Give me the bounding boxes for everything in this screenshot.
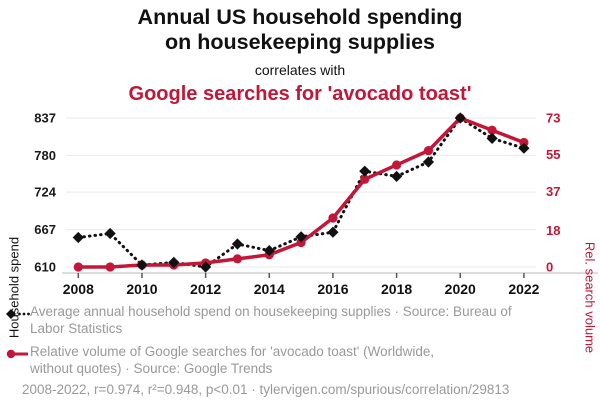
x-tick-label: 2014	[254, 281, 285, 297]
y-tick-label-right: 0	[546, 260, 553, 275]
chart-title-line1: Annual US household spending	[137, 5, 463, 29]
search-volume-marker	[487, 125, 497, 135]
chart-subtitle: correlates with	[254, 62, 346, 78]
legend-text-search-volume: Relative volume of Google searches for '…	[30, 344, 435, 376]
legend-item-search-volume: Relative volume of Google searches for '…	[6, 343, 594, 377]
household-spend-marker	[72, 231, 84, 244]
chart-red-title: Google searches for 'avocado toast'	[128, 83, 472, 105]
search-volume-marker	[296, 237, 306, 248]
household-spend-marker	[422, 156, 435, 168]
household-spend-marker	[200, 261, 212, 273]
household-spend-marker	[391, 170, 403, 183]
x-tick-label: 2008	[63, 281, 94, 297]
search-volume-marker	[360, 174, 370, 184]
plot-area: 2008 2010 2012 2014 2016 2018 2020 2022 610 667 72…	[0, 104, 600, 353]
footer-stats: 2008-2022, r=0.974, r²=0.948, p<0.01 · t…	[22, 382, 510, 397]
black-diamond-dotted-line-icon	[6, 307, 30, 325]
household-spend-marker	[263, 244, 275, 257]
chart-header: Annual US household spending on housekee…	[0, 5, 600, 106]
search-volume-marker	[73, 262, 83, 272]
y-tick-label-right: 18	[546, 223, 560, 238]
red-circle-solid-line-icon	[6, 347, 30, 365]
x-tick-label: 2016	[317, 281, 348, 297]
household-spend-marker	[231, 238, 244, 250]
search-volume-marker	[392, 160, 402, 170]
x-tick-label: 2012	[190, 281, 221, 297]
x-tick-label: 2022	[508, 281, 539, 297]
legend-item-household-spend: Average annual household spend on housek…	[6, 303, 594, 337]
household-spend-marker	[359, 165, 371, 177]
search-volume-marker	[423, 146, 434, 156]
x-tick-label: 2020	[445, 281, 476, 297]
search-volume-marker	[328, 213, 338, 223]
search-volume-marker	[105, 262, 115, 272]
y-tick-label-right: 55	[546, 147, 560, 162]
search-volume-marker	[519, 137, 529, 148]
y-tick-label-left: 837	[34, 111, 56, 126]
y-tick-label-right: 37	[546, 184, 560, 199]
household-spend-marker	[327, 226, 339, 238]
line-chart-svg: 2008 2010 2012 2014 2016 2018 2020 2022 610 667 72…	[34, 111, 598, 297]
y-tick-label-left: 667	[34, 222, 56, 237]
y-tick-label-left: 610	[34, 260, 56, 275]
household-spend-marker	[168, 256, 180, 269]
search-volume-marker	[232, 254, 243, 264]
y-tick-label-left: 724	[34, 185, 56, 200]
household-spend-marker	[486, 132, 498, 144]
chart-title-line2: on housekeeping supplies	[165, 30, 435, 54]
x-tick-label: 2010	[126, 281, 157, 297]
y-tick-label-left: 780	[34, 148, 56, 163]
chart-title: Annual US household spending on housekee…	[0, 5, 600, 55]
legend-text-household-spend: Average annual household spend on housek…	[30, 304, 512, 336]
legend: Average annual household spend on housek…	[6, 303, 594, 383]
x-tick-label: 2018	[381, 281, 412, 297]
household-spend-marker	[295, 231, 307, 243]
y-tick-label-right: 73	[546, 111, 560, 126]
household-spend-marker	[104, 227, 116, 240]
household-spend-marker	[136, 259, 148, 271]
